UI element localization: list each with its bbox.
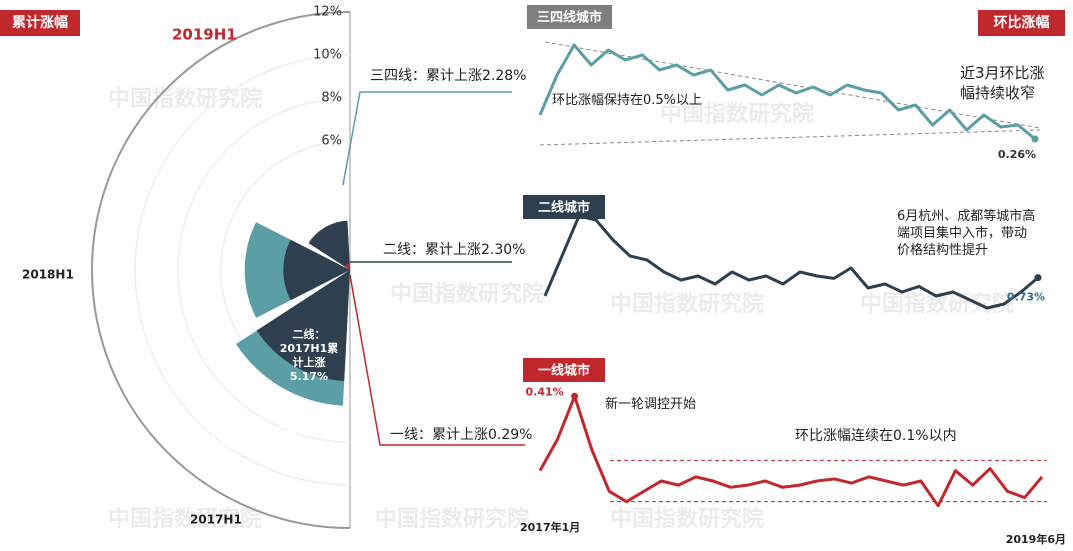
panel-title-box [523,358,605,382]
wedge [344,263,350,270]
annotation: 环比涨幅保持在0.5%以上 [552,93,703,108]
panel-title-box [523,195,605,219]
category-label: 2017H1 [190,513,242,527]
watermark: 中国指数研究院 [610,506,764,532]
r-tick-label: 10% [313,48,342,63]
panel-title-box [527,5,612,29]
point [571,392,579,400]
value-label: 三四线：累计上涨2.28% [370,68,527,84]
value-label: 一线：累计上涨0.29% [390,427,533,443]
annotation: 近3月环比涨幅持续收窄 [960,64,1045,102]
header-badge: 环比涨幅 [978,10,1065,36]
value-label: 0.26% [998,148,1036,161]
watermark: 中国指数研究院 [390,281,544,307]
value-label: 二线：累计上涨2.30% [383,242,526,258]
x-tick-label: 2019年6月 [1006,532,1066,546]
wedge [283,239,350,301]
wedge [308,220,350,270]
annotation: 新一轮调控开始 [605,397,697,412]
connector [349,274,525,446]
watermark: 中国指数研究院 [610,291,764,317]
annotation: 6月杭州、成都等城市高端项目集中入市，带动价格结构性提升 [897,209,1036,258]
value-label: 0.73% [1007,291,1045,304]
trend-line [539,129,1041,146]
watermark: 中国指数研究院 [108,506,262,532]
value-label: 0.41% [526,385,564,398]
watermark: 中国指数研究院 [108,86,262,112]
value-label: 三线：2017H1累计上涨6.32% [205,425,297,452]
point [1031,135,1039,143]
line [543,214,1039,310]
panel-title: 一线城市 [538,363,590,379]
category-label: 2019H1 [172,26,237,44]
watermark: 中国指数研究院 [660,101,814,127]
line [538,43,1036,141]
r-tick-label: 6% [321,134,342,149]
header-badge: 累计涨幅 [0,10,80,36]
watermark: 中国指数研究院 [375,506,529,532]
connectors [342,41,1041,446]
panel-title: 三四线城市 [537,10,602,26]
grid-arc [91,11,351,529]
grid-arc [134,54,351,486]
grid-arc [177,97,351,443]
value-label: 二线：2017H1累计上涨5.17% [279,328,339,383]
wedge [256,270,350,382]
r-tick-label: 12% [313,5,342,20]
connector [342,91,512,186]
panel-title: 二线城市 [538,200,590,216]
line [538,394,1044,508]
r-tick-label: 8% [321,91,342,106]
x-tick-label: 2017年1月 [520,520,580,534]
category-label: 2018H1 [22,268,74,282]
point [1034,274,1042,282]
annotation: 环比涨幅连续在0.1%以内 [795,428,957,444]
watermarks: 中国指数研究院 中国指数研究院 中国指数研究院 中国指数研究院 中国指数研究院 … [108,86,1014,532]
